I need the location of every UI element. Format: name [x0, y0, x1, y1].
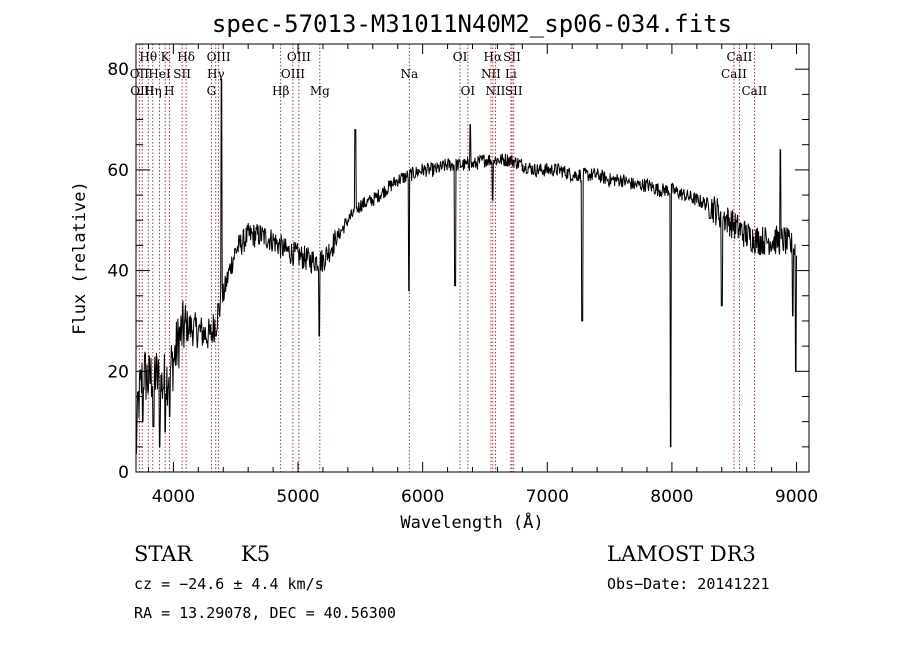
spectral-line-label: Mg: [310, 84, 330, 98]
spectral-line-label: G: [207, 84, 217, 98]
spectral-line-label: CaII: [721, 67, 747, 81]
plot-frame: [135, 43, 810, 473]
axis-ticks: 4000 5000 6000 7000 8000 9000 0 20 40 60 80: [107, 43, 818, 507]
x-tick-label: 9000: [775, 487, 818, 507]
spectral-line-label: Li: [505, 67, 517, 81]
spectral-line-label: Hθ: [139, 50, 157, 64]
spectral-line-label: OI: [453, 50, 468, 64]
spectral-line-label: CaII: [741, 84, 767, 98]
spectral-line-label: Hη: [144, 84, 162, 98]
y-tick-label: 20: [107, 362, 129, 382]
x-tick-label: 5000: [276, 487, 319, 507]
redshift-text: cz = −24.6 ± 4.4 km/s: [134, 575, 324, 593]
survey-name: LAMOST DR3: [607, 542, 756, 566]
chart-title: spec-57013-M31011N40M2_sp06-034.fits: [212, 10, 732, 38]
spectral-line-label: Hα: [484, 50, 503, 64]
spectral-line-label: OIII: [207, 50, 231, 64]
y-tick-label: 0: [118, 463, 129, 483]
x-tick-label: 8000: [650, 487, 693, 507]
y-tick-label: 60: [107, 161, 129, 181]
spectral-line-label: Na: [400, 67, 418, 81]
spectral-line-label: SII: [503, 50, 521, 64]
obs-date-text: Obs−Date: 20141221: [607, 575, 770, 593]
x-tick-label: 4000: [152, 487, 195, 507]
info-panel: STAR K5 LAMOST DR3 cz = −24.6 ± 4.4 km/s…: [134, 542, 770, 622]
spectral-line-label: NII: [481, 67, 501, 81]
spectral-line-label: K: [161, 50, 171, 64]
object-subclass: K5: [241, 542, 270, 566]
spectral-line-label: Hγ: [207, 67, 225, 81]
x-tick-label: 7000: [526, 487, 569, 507]
spectral-line-label: HeI: [148, 67, 171, 81]
spectral-line-label: OII: [130, 67, 150, 81]
spectral-line-label: Hβ: [272, 84, 289, 98]
y-tick-label: 80: [107, 60, 129, 80]
spectrum-series: [135, 78, 797, 454]
y-tick-label: 40: [107, 262, 129, 282]
spectral-line-label: H: [164, 84, 174, 98]
spectral-line-label: OIII: [281, 67, 305, 81]
coordinates-text: RA = 13.29078, DEC = 40.56300: [134, 604, 396, 622]
spectral-line-label: NII: [485, 84, 505, 98]
x-axis-label: Wavelength (Å): [400, 511, 543, 533]
spectral-line-label: Hδ: [177, 50, 195, 64]
spectral-line-label: OI: [461, 84, 476, 98]
x-tick-label: 6000: [401, 487, 444, 507]
spectral-line-label: SII: [173, 67, 191, 81]
object-class: STAR: [134, 542, 193, 566]
spectral-line-label: CaII: [727, 50, 753, 64]
y-axis-label: Flux (relative): [70, 181, 90, 335]
spectral-line-label: OIII: [287, 50, 311, 64]
spectral-line-label: SII: [505, 84, 523, 98]
